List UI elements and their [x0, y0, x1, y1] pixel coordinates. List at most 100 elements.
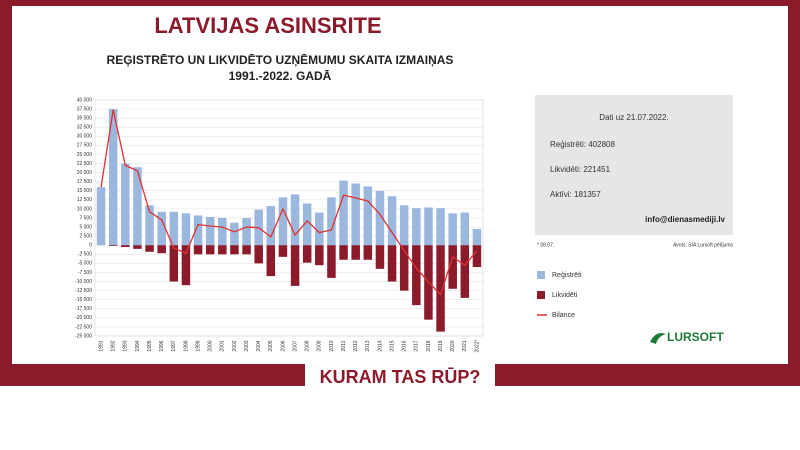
bar: [266, 206, 276, 246]
logo: LURSOFT: [650, 330, 724, 344]
bar: [133, 167, 142, 246]
y-tick-label: 37 500: [77, 106, 93, 112]
x-tick-label: 1996: [159, 340, 165, 351]
bar: [193, 215, 203, 246]
bar: [278, 245, 288, 257]
bar: [339, 180, 348, 246]
bar: [121, 245, 130, 248]
x-tick-label: 2003: [244, 340, 250, 351]
bar: [254, 245, 263, 264]
y-tick-label: -10 000: [75, 279, 92, 285]
bar: [315, 212, 324, 246]
x-tick-label: 1992: [111, 340, 117, 351]
y-tick-label: 0: [89, 243, 92, 249]
y-tick-label: 40 000: [77, 97, 93, 103]
y-tick-label: 15 000: [77, 188, 93, 194]
bar: [302, 245, 312, 263]
tagline-box: [305, 362, 495, 392]
bar: [230, 245, 239, 255]
bar: [412, 245, 421, 306]
x-tick-label: 2018: [426, 340, 432, 351]
bar: [242, 245, 251, 255]
bar: [436, 245, 445, 332]
x-tick-label: 2005: [268, 340, 274, 351]
y-tick-label: 22 500: [77, 161, 93, 167]
bar: [399, 245, 409, 291]
x-tick-label: 2009: [317, 340, 323, 351]
x-tick-label: 2006: [280, 340, 286, 351]
info-email: info@dienasmediji.lv: [645, 215, 725, 224]
bar: [424, 207, 433, 246]
x-tick-label: 1995: [147, 340, 153, 351]
footnote: * 08.07.: [537, 242, 554, 248]
legend-swatch: [537, 291, 545, 299]
x-tick-label: 1998: [183, 340, 189, 351]
bar: [145, 205, 154, 246]
bar: [218, 218, 227, 246]
bar: [108, 109, 118, 246]
x-tick-label: 2004: [256, 340, 262, 351]
y-tick-label: 20 000: [77, 170, 93, 176]
x-tick-label: 1991: [98, 340, 104, 351]
y-tick-label: 35 000: [77, 115, 93, 121]
y-tick-label: 2 500: [79, 233, 92, 239]
bar: [205, 245, 215, 255]
x-tick-label: 2008: [305, 340, 311, 351]
chart-title: REĢISTRĒTO UN LIKVIDĒTO UZŅĒMUMU SKAITA …: [107, 53, 454, 67]
bar: [278, 197, 288, 246]
bar: [387, 245, 397, 282]
x-tick-label: 1999: [195, 340, 201, 351]
y-tick-label: 12 500: [77, 197, 93, 203]
bar: [193, 245, 203, 255]
y-tick-label: 30 000: [77, 134, 93, 140]
bar: [327, 245, 336, 278]
x-tick-label: 2000: [208, 340, 214, 351]
info-registered: Reģistrēti: 402808: [550, 140, 615, 149]
y-tick-label: -22 500: [75, 324, 92, 330]
bar: [351, 183, 360, 246]
bar: [339, 245, 348, 260]
y-tick-label: -5 000: [78, 261, 92, 267]
y-tick-label: -17 500: [75, 306, 92, 312]
bar: [387, 196, 397, 246]
y-tick-label: 27 500: [77, 143, 93, 149]
bar: [157, 245, 166, 254]
bar: [375, 190, 385, 246]
x-tick-label: 2017: [414, 340, 420, 351]
info-active: Aktīvi: 181357: [550, 190, 601, 199]
bar: [472, 228, 482, 246]
logo-text: LURSOFT: [667, 330, 724, 344]
y-tick-label: 5 000: [79, 224, 92, 230]
bar: [169, 211, 179, 246]
x-tick-label: 2022*: [474, 339, 480, 352]
x-tick-label: 1993: [123, 340, 129, 351]
bar: [242, 218, 251, 246]
x-tick-label: 1997: [171, 340, 177, 351]
x-tick-label: 2011: [341, 340, 347, 351]
x-tick-label: 2016: [402, 340, 408, 351]
page-title: LATVIJAS ASINSRITE: [154, 13, 381, 38]
y-tick-label: -12 500: [75, 288, 92, 294]
bar: [181, 213, 191, 246]
x-tick-label: 2021: [462, 340, 468, 351]
balance-line: [100, 109, 478, 296]
bar: [448, 245, 457, 289]
legend-label: Bilance: [552, 312, 575, 319]
y-tick-label: 25 000: [77, 152, 93, 158]
y-tick-label: -20 000: [75, 315, 92, 321]
info-liquidated: Likvidēti: 221451: [550, 165, 611, 174]
legend-swatch: [537, 271, 545, 279]
legend-label: Likvidēti: [552, 292, 578, 299]
bar: [363, 186, 373, 246]
bar: [108, 245, 118, 246]
bar: [412, 208, 421, 246]
x-tick-label: 1994: [135, 340, 141, 351]
bar: [460, 212, 470, 246]
bar: [290, 245, 300, 286]
bar: [169, 245, 179, 282]
x-tick-label: 2019: [438, 340, 444, 351]
bar: [399, 205, 409, 246]
right-band: [788, 0, 800, 385]
x-tick-label: 2013: [365, 340, 371, 351]
